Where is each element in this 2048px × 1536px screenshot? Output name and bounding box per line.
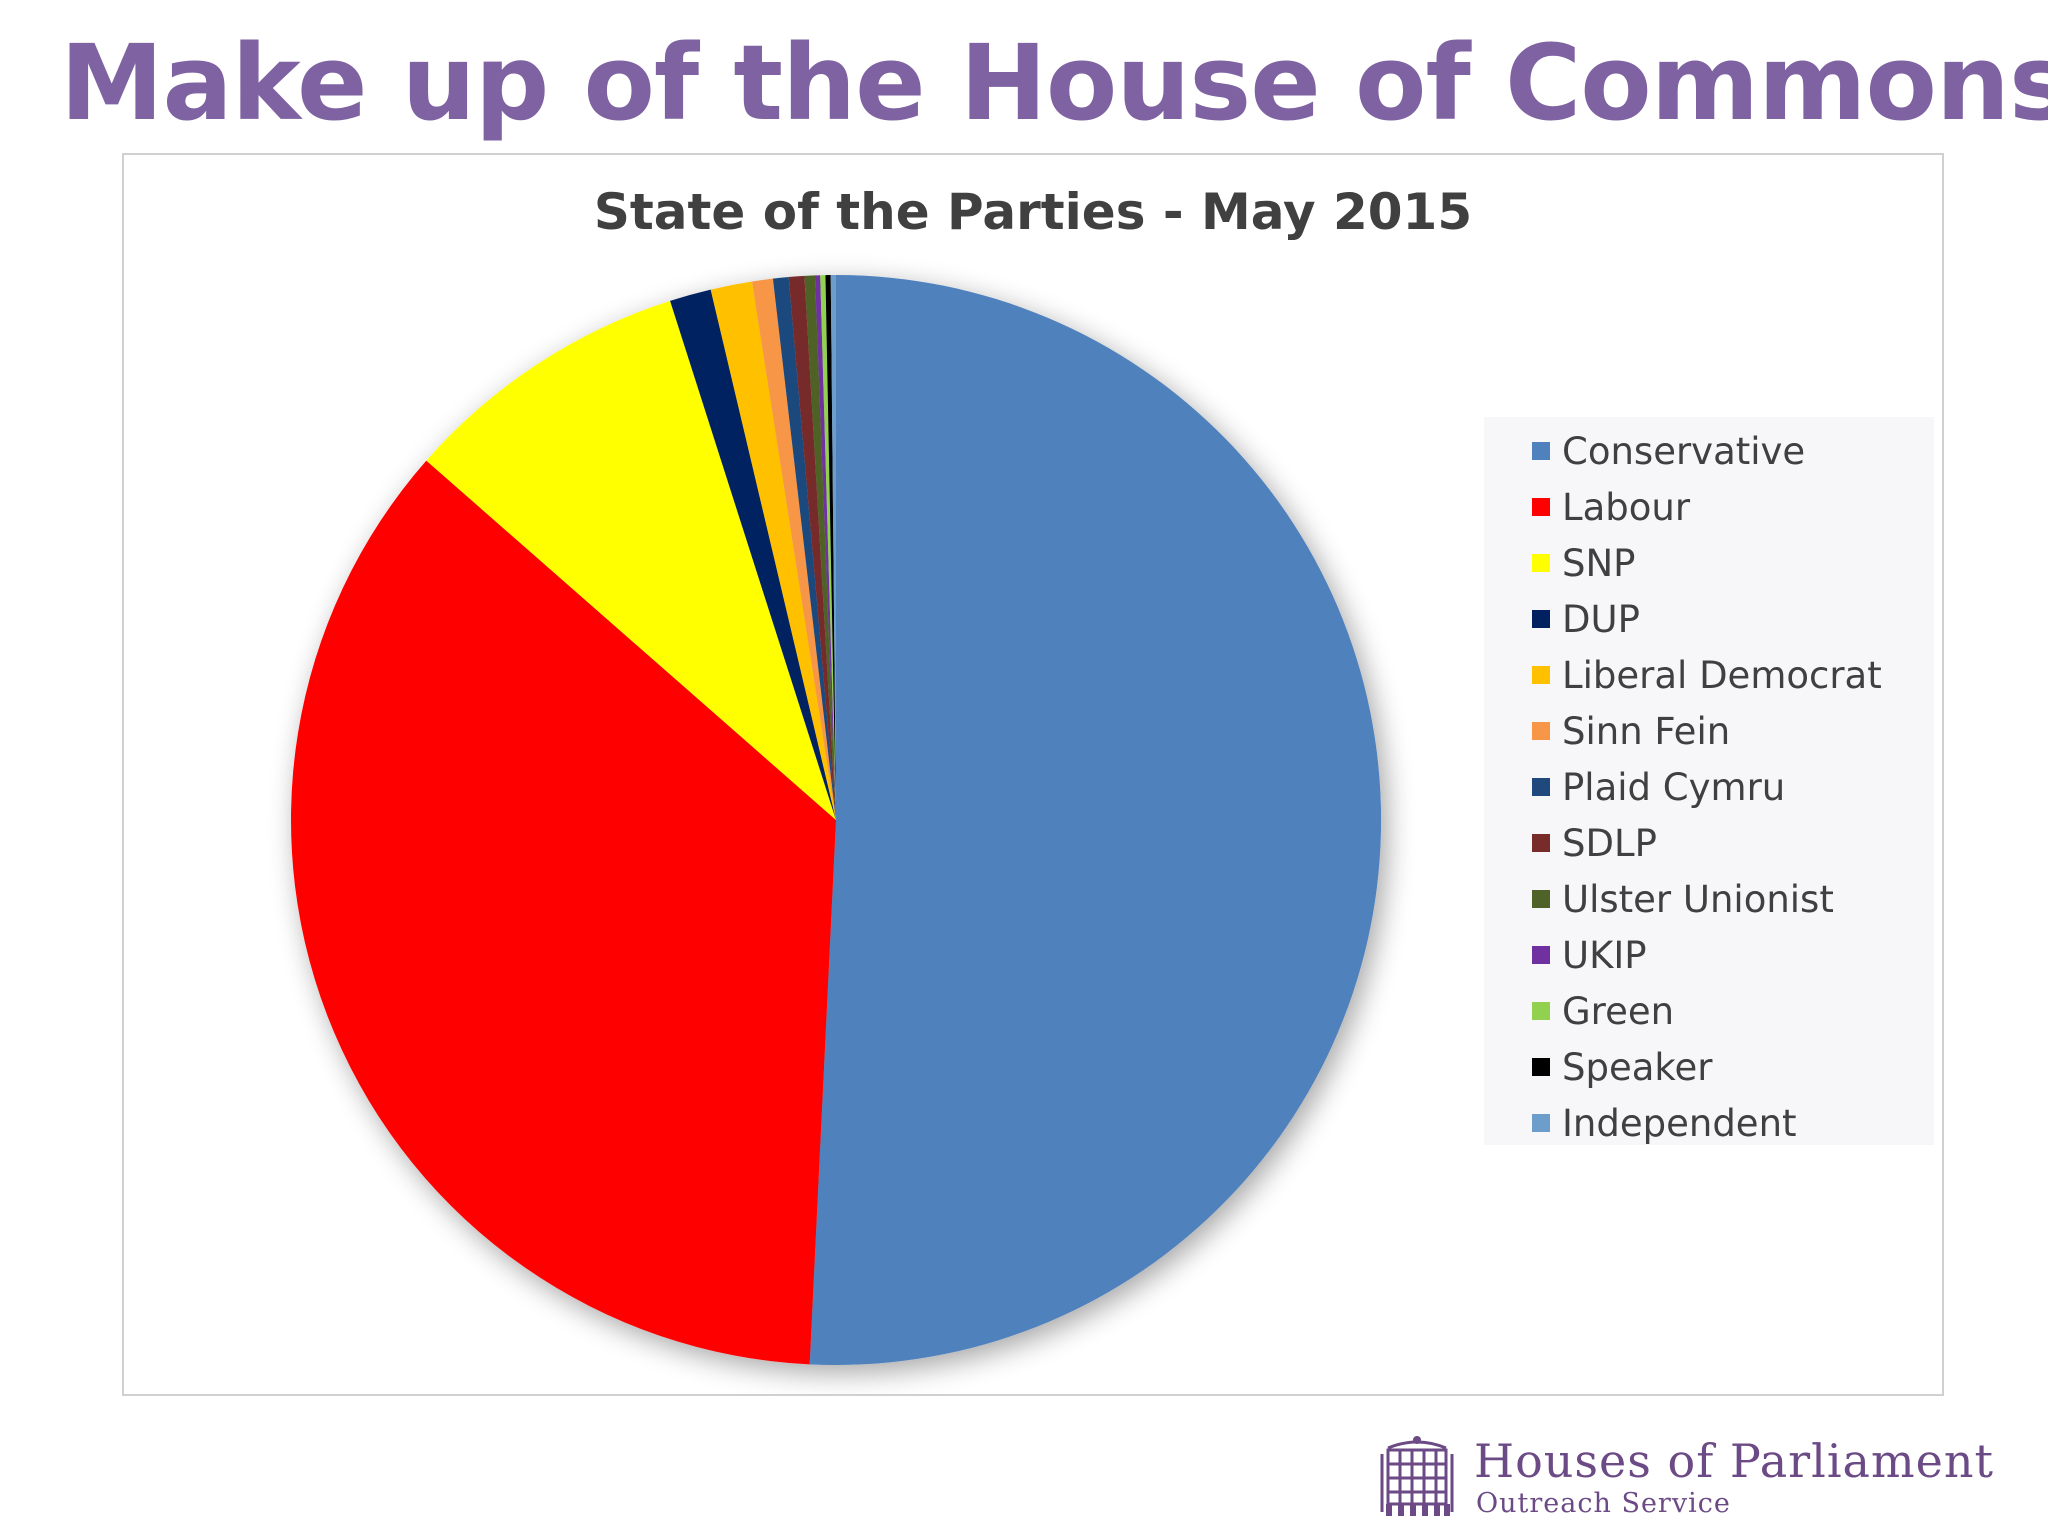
legend-swatch — [1532, 498, 1550, 516]
portcullis-icon — [1380, 1436, 1454, 1516]
legend-label: DUP — [1562, 597, 1640, 641]
legend-swatch — [1532, 778, 1550, 796]
legend-label: UKIP — [1562, 933, 1647, 977]
legend-label: Independent — [1562, 1101, 1797, 1145]
legend-item-sdlp: SDLP — [1484, 815, 1934, 871]
legend-label: Liberal Democrat — [1562, 653, 1882, 697]
legend-label: Speaker — [1562, 1045, 1713, 1089]
pie-slice-sinn-fein — [752, 278, 836, 820]
pie-chart — [291, 275, 1382, 1365]
legend-swatch — [1532, 442, 1550, 460]
legend-label: Sinn Fein — [1562, 709, 1731, 753]
chart-legend: Conservative Labour SNP DUP Liberal Democrat… — [1484, 417, 1934, 1145]
pie-slice-speaker — [825, 275, 836, 820]
legend-item-independent: Independent — [1484, 1095, 1934, 1151]
pie-slice-independent — [830, 275, 836, 820]
pie-slice-labour — [291, 460, 836, 1365]
legend-swatch — [1532, 610, 1550, 628]
pie-slice-sdlp — [788, 275, 836, 820]
legend-item-sinn-fein: Sinn Fein — [1484, 703, 1934, 759]
legend-item-ukip: UKIP — [1484, 927, 1934, 983]
legend-item-labour: Labour — [1484, 479, 1934, 535]
pie-slice-conservative — [809, 275, 1382, 1365]
parliament-logo: Houses of Parliament Outreach Service — [1378, 1430, 2018, 1522]
legend-swatch — [1532, 834, 1550, 852]
legend-label: Green — [1562, 989, 1675, 1033]
legend-label: Conservative — [1562, 429, 1806, 473]
legend-swatch — [1532, 554, 1550, 572]
legend-item-dup: DUP — [1484, 591, 1934, 647]
logo-name: Houses of Parliament — [1474, 1434, 1994, 1488]
legend-label: Ulster Unionist — [1562, 877, 1834, 921]
chart-area: State of the Parties - May 2015 Conserva… — [122, 153, 1944, 1396]
pie-slice-dup — [670, 289, 836, 821]
legend-item-plaid-cymru: Plaid Cymru — [1484, 759, 1934, 815]
legend-item-green: Green — [1484, 983, 1934, 1039]
legend-item-ulster-unionist: Ulster Unionist — [1484, 871, 1934, 927]
legend-swatch — [1532, 1114, 1550, 1132]
legend-label: SDLP — [1562, 821, 1657, 865]
pie-slice-snp — [426, 300, 836, 820]
chart-title: State of the Parties - May 2015 — [593, 183, 1473, 241]
legend-swatch — [1532, 946, 1550, 964]
logo-subtitle: Outreach Service — [1476, 1488, 1731, 1519]
legend-label: Plaid Cymru — [1562, 765, 1786, 809]
legend-label: SNP — [1562, 541, 1636, 585]
legend-item-snp: SNP — [1484, 535, 1934, 591]
slide-title: Make up of the House of Commons — [60, 22, 2048, 144]
legend-swatch — [1532, 890, 1550, 908]
legend-swatch — [1532, 1058, 1550, 1076]
legend-item-conservative: Conservative — [1484, 423, 1934, 479]
pie-slice-ukip — [814, 275, 836, 821]
legend-swatch — [1532, 1002, 1550, 1020]
legend-item-speaker: Speaker — [1484, 1039, 1934, 1095]
legend-swatch — [1532, 666, 1550, 684]
pie-slice-liberal-democrat — [710, 281, 836, 820]
legend-item-liberal-democrat: Liberal Democrat — [1484, 647, 1934, 703]
pie-slice-plaid-cymru — [772, 277, 836, 820]
pie-slice-ulster-unionist — [804, 275, 836, 820]
legend-label: Labour — [1562, 485, 1691, 529]
legend-swatch — [1532, 722, 1550, 740]
pie-slice-green — [820, 275, 836, 821]
